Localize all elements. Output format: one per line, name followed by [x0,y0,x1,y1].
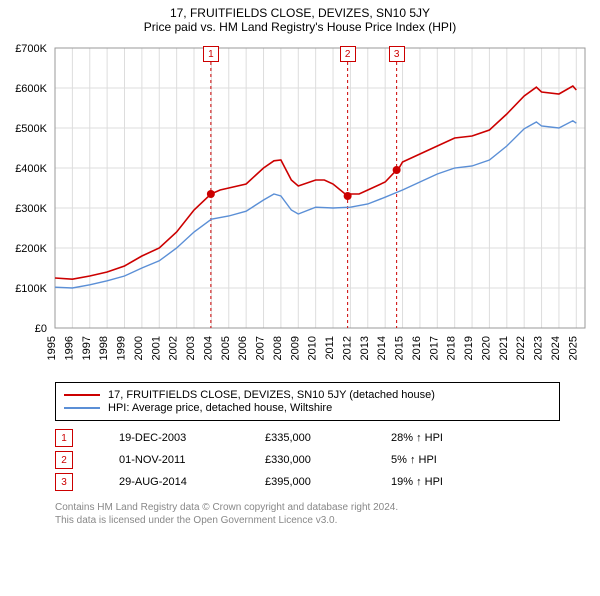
svg-text:2017: 2017 [428,336,440,360]
svg-text:£200K: £200K [15,243,47,255]
svg-text:£0: £0 [35,323,47,335]
legend-swatch [64,394,100,396]
svg-text:2008: 2008 [272,336,284,360]
sales-row: 2 01-NOV-2011 £330,000 5% ↑ HPI [55,451,560,469]
svg-text:2009: 2009 [289,336,301,360]
svg-text:2006: 2006 [237,336,249,360]
sale-price: £335,000 [265,432,345,444]
legend-item: HPI: Average price, detached house, Wilt… [64,402,551,414]
svg-text:1997: 1997 [81,336,93,360]
svg-text:£500K: £500K [15,123,47,135]
legend-label: 17, FRUITFIELDS CLOSE, DEVIZES, SN10 5JY… [108,389,435,401]
sales-table: 1 19-DEC-2003 £335,000 28% ↑ HPI 2 01-NOV-201… [55,429,560,491]
sale-date: 29-AUG-2014 [119,476,219,488]
svg-text:1996: 1996 [63,336,75,360]
event-marker-3: 3 [389,46,405,62]
svg-text:1998: 1998 [98,336,110,360]
svg-text:2007: 2007 [255,336,267,360]
sale-delta: 19% ↑ HPI [391,476,443,488]
sale-delta: 28% ↑ HPI [391,432,443,444]
sales-row: 1 19-DEC-2003 £335,000 28% ↑ HPI [55,429,560,447]
legend-label: HPI: Average price, detached house, Wilt… [108,402,332,414]
svg-text:2024: 2024 [550,336,562,360]
svg-text:2016: 2016 [411,336,423,360]
svg-text:2015: 2015 [394,336,406,360]
footer-line1: Contains HM Land Registry data © Crown c… [55,501,560,514]
sale-price: £395,000 [265,476,345,488]
sale-marker: 3 [55,473,73,491]
sale-delta: 5% ↑ HPI [391,454,437,466]
svg-text:2023: 2023 [533,336,545,360]
page-subtitle: Price paid vs. HM Land Registry's House … [0,20,600,34]
svg-text:2000: 2000 [133,336,145,360]
event-marker-2: 2 [340,46,356,62]
svg-text:£600K: £600K [15,83,47,95]
svg-text:£300K: £300K [15,203,47,215]
legend: 17, FRUITFIELDS CLOSE, DEVIZES, SN10 5JY… [55,382,560,421]
svg-text:£400K: £400K [15,163,47,175]
footer: Contains HM Land Registry data © Crown c… [55,501,560,527]
sale-marker: 1 [55,429,73,447]
svg-text:1999: 1999 [116,336,128,360]
svg-text:2002: 2002 [168,336,180,360]
svg-text:£100K: £100K [15,283,47,295]
svg-text:2010: 2010 [307,336,319,360]
svg-text:2014: 2014 [376,336,388,360]
svg-text:2020: 2020 [480,336,492,360]
svg-text:2019: 2019 [463,336,475,360]
footer-line2: This data is licensed under the Open Gov… [55,514,560,527]
svg-text:2005: 2005 [220,336,232,360]
legend-swatch [64,407,100,409]
svg-text:£700K: £700K [15,43,47,55]
price-chart: £0 £100K £200K £300K £400K £500K £600K £700K 199… [0,38,600,378]
svg-text:2011: 2011 [324,336,336,360]
svg-text:2001: 2001 [150,336,162,360]
sale-marker: 2 [55,451,73,469]
sale-date: 01-NOV-2011 [119,454,219,466]
svg-text:2012: 2012 [341,336,353,360]
svg-text:1995: 1995 [46,336,58,360]
sales-row: 3 29-AUG-2014 £395,000 19% ↑ HPI [55,473,560,491]
svg-text:2013: 2013 [359,336,371,360]
svg-text:2004: 2004 [202,336,214,360]
svg-text:2025: 2025 [567,336,579,360]
event-marker-1: 1 [203,46,219,62]
page-title: 17, FRUITFIELDS CLOSE, DEVIZES, SN10 5JY [0,6,600,20]
svg-text:2021: 2021 [498,336,510,360]
svg-text:2022: 2022 [515,336,527,360]
sale-price: £330,000 [265,454,345,466]
sale-date: 19-DEC-2003 [119,432,219,444]
legend-item: 17, FRUITFIELDS CLOSE, DEVIZES, SN10 5JY… [64,389,551,401]
svg-text:2003: 2003 [185,336,197,360]
svg-text:2018: 2018 [446,336,458,360]
